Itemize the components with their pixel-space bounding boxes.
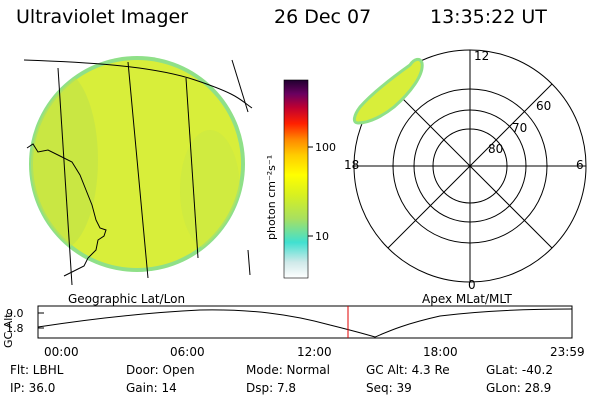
mlt-label-6: 6 (576, 158, 584, 172)
colorbar-tick-10: 10 (315, 230, 329, 243)
auroral-emission (352, 57, 424, 125)
glat-info: GLat: -40.2 (486, 363, 553, 377)
colorbar-scale (283, 79, 309, 279)
mlat-label-70: 70 (512, 121, 527, 135)
filter-info: Flt: LBHL (10, 363, 64, 377)
uv-disk-patch (180, 130, 240, 250)
mlat-label-60: 60 (536, 99, 551, 113)
polar-axis (387, 83, 553, 249)
polar-plot: 12 6 0 18 60 70 80 (344, 49, 587, 292)
meridian-line (185, 77, 199, 259)
apex-caption: Apex MLat/MLT (422, 292, 512, 306)
ip-info: IP: 36.0 (10, 381, 56, 395)
geographic-caption: Geographic Lat/Lon (68, 292, 186, 306)
x-tick-label: 18:00 (423, 345, 458, 359)
altitude-curve (37, 308, 573, 338)
x-tick-label: 12:00 (297, 345, 332, 359)
meridian-line (247, 249, 251, 276)
instrument-title: Ultraviolet Imager (16, 6, 189, 28)
colorbar-unit: photon cm⁻²s⁻¹ (265, 155, 278, 240)
colorbar: 100 10 (283, 79, 336, 279)
gain-info: Gain: 14 (126, 381, 177, 395)
parallel-line (23, 59, 253, 109)
colorbar-tick-100: 100 (315, 141, 336, 154)
colorbar-unit-label: photon cm⁻²s⁻¹ (265, 155, 278, 240)
dsp-info: Dsp: 7.8 (246, 381, 297, 395)
mlt-label-12: 12 (474, 49, 489, 63)
time-label: 13:35:22 UT (430, 6, 547, 28)
mode-info: Mode: Normal (246, 363, 330, 377)
x-tick-label: 00:00 (44, 345, 79, 359)
x-tick-label: 06:00 (170, 345, 205, 359)
mlt-label-18: 18 (344, 158, 359, 172)
meridian-line (231, 59, 249, 113)
mlat-label-80: 80 (488, 142, 503, 156)
y-axis-title: GC Alt (2, 313, 15, 348)
date-label: 26 Dec 07 (274, 6, 372, 28)
coastline (26, 143, 107, 277)
seq-info: Seq: 39 (366, 381, 412, 395)
altitude-plot-frame (37, 305, 573, 339)
geographic-image (23, 56, 253, 286)
x-tick-label: 23:59 (550, 345, 585, 359)
glon-info: GLon: 28.9 (486, 381, 552, 395)
meridian-line (57, 67, 73, 286)
meridian-line (127, 61, 149, 279)
mlt-label-0: 0 (468, 278, 476, 292)
door-info: Door: Open (126, 363, 195, 377)
y-tick-label: 9.0 (6, 307, 24, 320)
y-tick-label: 1.8 (6, 322, 24, 335)
altitude-plot: 9.0 1.8 GC Alt 00:00 06:00 12:00 18:00 2… (2, 305, 585, 359)
gc-alt-info: GC Alt: 4.3 Re (366, 363, 450, 377)
